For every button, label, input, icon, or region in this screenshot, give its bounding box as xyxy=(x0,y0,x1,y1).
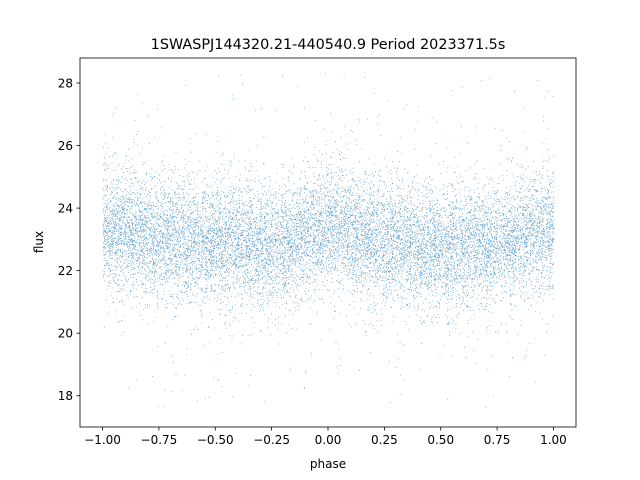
y-tick-label: 28 xyxy=(58,76,73,90)
x-tick-label: −1.00 xyxy=(84,433,121,447)
x-tick-label: 0.00 xyxy=(315,433,342,447)
x-axis-label: phase xyxy=(310,457,346,471)
y-tick-label: 24 xyxy=(58,201,73,215)
y-tick-label: 26 xyxy=(58,139,73,153)
x-tick-label: 0.25 xyxy=(371,433,398,447)
chart-title: 1SWASPJ144320.21-440540.9 Period 2023371… xyxy=(151,37,506,53)
x-tick-label: −0.75 xyxy=(141,433,178,447)
y-tick-label: 20 xyxy=(58,326,73,340)
x-tick-label: 1.00 xyxy=(540,433,567,447)
x-axis: −1.00 −0.75 −0.50 −0.25 0.00 0.25 0.50 0.75 1.00 xyxy=(84,427,567,447)
x-tick-label: −0.50 xyxy=(197,433,234,447)
y-tick-label: 18 xyxy=(58,389,73,403)
scatter-points xyxy=(102,73,555,408)
x-tick-label: −0.25 xyxy=(253,433,290,447)
scatter-point-cloud xyxy=(102,73,555,408)
x-tick-label: 0.75 xyxy=(484,433,511,447)
x-tick-label: 0.50 xyxy=(427,433,454,447)
y-axis-label: flux xyxy=(32,231,46,253)
y-tick-label: 22 xyxy=(58,264,73,278)
y-axis: 18 20 22 24 26 28 xyxy=(58,76,80,403)
